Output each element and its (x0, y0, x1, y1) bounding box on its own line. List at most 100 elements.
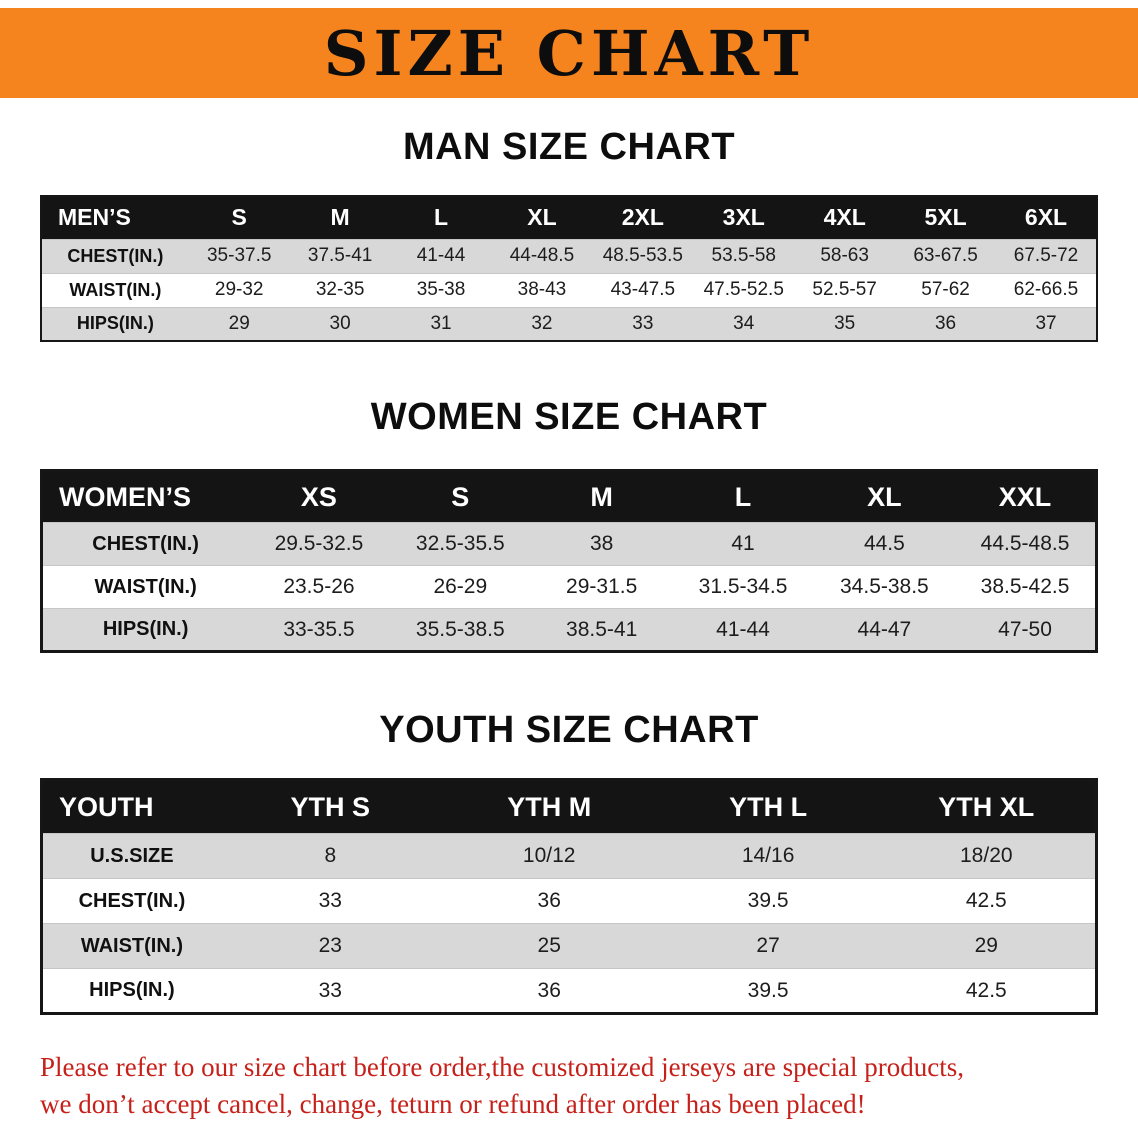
data-cell: 31.5-34.5 (672, 565, 814, 609)
data-cell: 44-48.5 (491, 238, 593, 273)
data-cell: 41-44 (390, 238, 492, 273)
disclaimer-line-2: we don’t accept cancel, change, teturn o… (40, 1089, 866, 1120)
data-cell: 37 (996, 306, 1097, 341)
data-cell: 33 (220, 968, 440, 1014)
youth-size-table: YOUTH YTH S YTH M YTH L YTH XL U.S.SIZE … (40, 778, 1098, 1015)
women-header-row: WOMEN’S XS S M L XL XXL (41, 470, 1097, 523)
men-header-row: MEN’S S M L XL 2XL 3XL 4XL 5XL 6XL (41, 196, 1097, 239)
row-label-cell: CHEST(IN.) (41, 878, 221, 924)
row-label-cell: HIPS(IN.) (41, 608, 249, 652)
row-label-cell: HIPS(IN.) (41, 306, 189, 341)
header-cell: YTH L (658, 779, 878, 834)
data-cell: 48.5-53.5 (592, 238, 694, 273)
data-cell: 33 (592, 306, 694, 341)
header-cell: WOMEN’S (41, 470, 249, 523)
data-cell: 25 (439, 923, 659, 969)
data-cell: 44.5 (813, 522, 956, 566)
data-cell: 42.5 (877, 968, 1097, 1014)
header-cell: MEN’S (41, 196, 189, 239)
data-cell: 35 (794, 306, 896, 341)
banner: SIZE CHART (0, 8, 1138, 98)
row-label-cell: CHEST(IN.) (41, 522, 249, 566)
disclaimer-line-1: Please refer to our size chart before or… (40, 1052, 965, 1082)
data-cell: 29-32 (188, 272, 290, 307)
header-cell: 5XL (895, 196, 997, 239)
data-cell: 18/20 (877, 833, 1097, 879)
data-cell: 41 (672, 522, 814, 566)
data-cell: 47.5-52.5 (693, 272, 795, 307)
youth-table-wrap: YOUTH YTH S YTH M YTH L YTH XL U.S.SIZE … (40, 778, 1098, 1015)
header-cell: YTH M (439, 779, 659, 834)
data-cell: 29 (188, 306, 290, 341)
youth-header-row: YOUTH YTH S YTH M YTH L YTH XL (41, 779, 1097, 834)
youth-section: YOUTH SIZE CHART YOUTH YTH S YTH M YTH L… (0, 709, 1138, 1015)
header-cell: L (672, 470, 814, 523)
data-cell: 34 (693, 306, 795, 341)
header-cell: M (289, 196, 391, 239)
data-cell: 32.5-35.5 (389, 522, 531, 566)
data-cell: 26-29 (389, 565, 531, 609)
data-cell: 33-35.5 (248, 608, 390, 652)
row-label-cell: U.S.SIZE (41, 833, 221, 879)
data-cell: 52.5-57 (794, 272, 896, 307)
header-cell: 3XL (693, 196, 795, 239)
data-cell: 38 (530, 522, 673, 566)
table-row-chest: CHEST(IN.) 33 36 39.5 42.5 (41, 878, 1097, 924)
data-cell: 63-67.5 (895, 238, 997, 273)
header-cell: YTH XL (877, 779, 1097, 834)
table-row-chest: CHEST(IN.) 29.5-32.5 32.5-35.5 38 41 44.… (41, 522, 1097, 566)
data-cell: 35-38 (390, 272, 492, 307)
header-cell: S (188, 196, 290, 239)
data-cell: 67.5-72 (996, 238, 1097, 273)
data-cell: 29-31.5 (530, 565, 673, 609)
header-cell: XL (491, 196, 593, 239)
data-cell: 53.5-58 (693, 238, 795, 273)
header-cell: M (530, 470, 673, 523)
data-cell: 57-62 (895, 272, 997, 307)
data-cell: 8 (220, 833, 440, 879)
data-cell: 38-43 (491, 272, 593, 307)
row-label-cell: CHEST(IN.) (41, 238, 189, 273)
header-cell: YTH S (220, 779, 440, 834)
data-cell: 30 (289, 306, 391, 341)
header-cell: S (389, 470, 531, 523)
data-cell: 23 (220, 923, 440, 969)
page-title: SIZE CHART (323, 16, 815, 90)
row-label-cell: WAIST(IN.) (41, 565, 249, 609)
header-cell: YOUTH (41, 779, 221, 834)
data-cell: 36 (895, 306, 997, 341)
row-label-cell: HIPS(IN.) (41, 968, 221, 1014)
data-cell: 42.5 (877, 878, 1097, 924)
data-cell: 58-63 (794, 238, 896, 273)
table-row-hips: HIPS(IN.) 29 30 31 32 33 34 35 36 37 (41, 306, 1097, 341)
table-row-hips: HIPS(IN.) 33 36 39.5 42.5 (41, 968, 1097, 1014)
data-cell: 44-47 (813, 608, 956, 652)
data-cell: 44.5-48.5 (955, 522, 1097, 566)
header-cell: XS (248, 470, 390, 523)
header-cell: 2XL (592, 196, 694, 239)
data-cell: 27 (658, 923, 878, 969)
women-section: WOMEN SIZE CHART WOMEN’S XS S M L XL (0, 396, 1138, 653)
data-cell: 35.5-38.5 (389, 608, 531, 652)
data-cell: 31 (390, 306, 492, 341)
header-cell: XL (813, 470, 956, 523)
row-label-cell: WAIST(IN.) (41, 272, 189, 307)
data-cell: 36 (439, 878, 659, 924)
men-size-table: MEN’S S M L XL 2XL 3XL 4XL 5XL 6XL CHEST (40, 195, 1098, 342)
data-cell: 38.5-42.5 (955, 565, 1097, 609)
men-section: MAN SIZE CHART MEN’S S M L XL 2XL (0, 126, 1138, 342)
data-cell: 23.5-26 (248, 565, 390, 609)
row-label-cell: WAIST(IN.) (41, 923, 221, 969)
women-heading: WOMEN SIZE CHART (370, 396, 768, 438)
data-cell: 39.5 (658, 968, 878, 1014)
data-cell: 10/12 (439, 833, 659, 879)
data-cell: 36 (439, 968, 659, 1014)
data-cell: 43-47.5 (592, 272, 694, 307)
data-cell: 35-37.5 (188, 238, 290, 273)
data-cell: 32 (491, 306, 593, 341)
data-cell: 47-50 (955, 608, 1097, 652)
data-cell: 34.5-38.5 (813, 565, 956, 609)
data-cell: 32-35 (289, 272, 391, 307)
youth-heading: YOUTH SIZE CHART (379, 709, 759, 751)
